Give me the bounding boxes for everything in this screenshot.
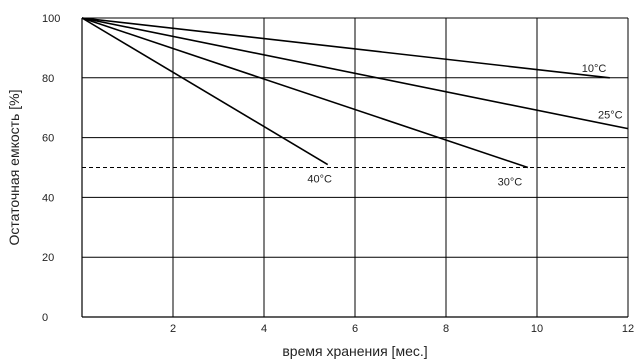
x-tick-label: 12 — [622, 323, 634, 335]
y-tick-label: 100 — [42, 13, 60, 25]
series-labels: 10°C 25°C 30°C 40°C — [307, 63, 622, 189]
series-label-30c: 30°C — [498, 177, 523, 189]
series-line-40c — [81, 17, 329, 166]
x-tick-label: 8 — [443, 323, 449, 335]
x-tick-label: 4 — [261, 323, 267, 335]
x-axis-title: время хранения [мес.] — [282, 343, 427, 359]
series-line-10c — [81, 17, 610, 79]
y-tick-label: 20 — [42, 252, 54, 264]
y-tick-label: 0 — [42, 312, 48, 324]
series-label-25c: 25°C — [598, 110, 623, 122]
series-line-25c — [81, 17, 629, 130]
y-tick-label: 80 — [42, 73, 54, 85]
x-tick-label: 2 — [170, 323, 176, 335]
y-tick-label: 40 — [42, 192, 54, 204]
y-axis-title: Остаточная емкость [%] — [6, 90, 22, 246]
x-tick-labels: 2 4 6 8 10 12 — [170, 323, 634, 335]
series-lines — [81, 17, 629, 169]
series-label-40c: 40°C — [307, 174, 332, 186]
y-tick-labels: 0 20 40 60 80 100 — [42, 13, 60, 324]
series-label-10c: 10°C — [582, 63, 607, 75]
x-tick-label: 6 — [352, 323, 358, 335]
series-line-30c — [81, 17, 529, 169]
plot-axes — [81, 18, 628, 318]
y-tick-label: 60 — [42, 133, 54, 145]
x-tick-label: 10 — [531, 323, 543, 335]
